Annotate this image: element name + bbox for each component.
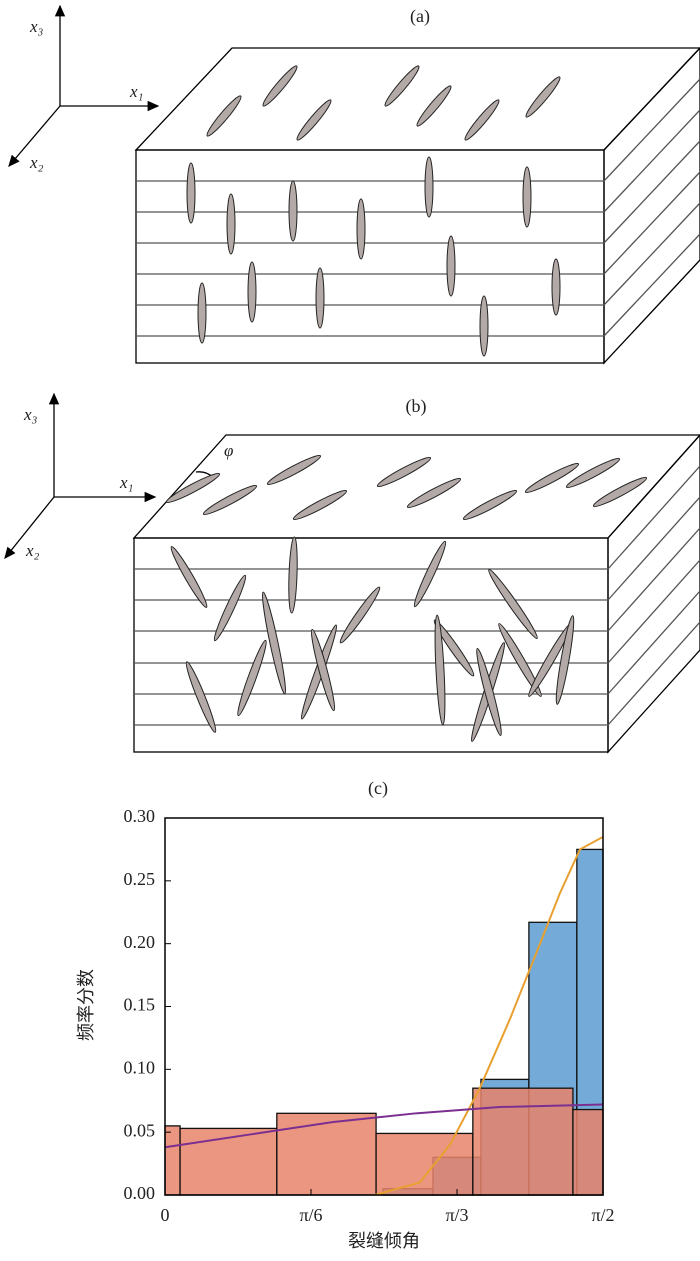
crack: [288, 180, 298, 242]
panel-b: [4, 392, 700, 754]
x-tick-label: π/6: [299, 1205, 322, 1225]
crack: [376, 456, 432, 488]
crack: [262, 65, 298, 107]
crack: [237, 639, 267, 717]
y-tick-label: 0.00: [124, 1183, 156, 1203]
crack: [555, 615, 575, 705]
bar: [276, 1112, 377, 1196]
bar: [164, 1125, 181, 1196]
x-tick-label: π/3: [445, 1205, 468, 1225]
layer-line: [607, 527, 700, 632]
crack: [185, 661, 217, 733]
x-tick-label: π/2: [591, 1205, 614, 1225]
chart-title: (c): [368, 778, 388, 799]
crack: [339, 586, 381, 644]
crack: [296, 99, 332, 141]
bar: [375, 1132, 474, 1196]
crack: [565, 457, 621, 489]
bar: [572, 1108, 604, 1196]
angle-label: φ: [224, 441, 233, 460]
box-front: [133, 537, 609, 753]
crack: [524, 462, 580, 494]
crack: [315, 267, 325, 329]
crack: [446, 235, 456, 297]
axis-label: x₂: [25, 541, 40, 560]
box-side: [603, 47, 700, 365]
crack: [464, 99, 500, 141]
crack: [292, 489, 348, 521]
y-tick-label: 0.15: [124, 995, 156, 1015]
layer-line: [607, 590, 700, 695]
crack: [406, 477, 462, 509]
crack: [165, 472, 221, 504]
crack: [206, 95, 242, 137]
crack: [170, 546, 208, 608]
y-axis-label: 频率分数: [76, 969, 96, 1041]
y-tick-label: 0.25: [124, 869, 156, 889]
box-top: [132, 434, 700, 539]
box-top: [134, 47, 700, 151]
panel-a: [8, 4, 700, 365]
layer-line: [603, 171, 700, 275]
layer-line: [603, 78, 700, 182]
crack: [202, 484, 258, 516]
box-front: [135, 149, 605, 364]
bar: [472, 1087, 574, 1196]
crack: [462, 489, 518, 521]
crack: [226, 193, 236, 255]
axis-label: x₃: [29, 17, 44, 36]
crack: [213, 574, 247, 642]
y-tick-label: 0.05: [124, 1120, 156, 1140]
fit-curve: [374, 835, 604, 1196]
axis-label: x₂: [29, 153, 44, 172]
crack: [479, 295, 489, 357]
crack: [416, 85, 452, 127]
crack: [424, 156, 434, 218]
crack: [266, 454, 322, 486]
layer-line: [607, 465, 700, 570]
x-tick-label: 0: [161, 1205, 170, 1225]
crack: [498, 623, 542, 697]
x-axis-label: 裂缝倾角: [348, 1231, 420, 1251]
fit-curve: [164, 1103, 604, 1149]
axis-arrow: [4, 496, 55, 560]
crack: [288, 536, 298, 614]
layer-line: [603, 140, 700, 244]
y-tick-label: 0.10: [124, 1057, 156, 1077]
crack: [551, 258, 561, 316]
crack: [434, 614, 446, 726]
box-side: [607, 434, 700, 754]
crack: [413, 540, 447, 608]
panel-label: (b): [406, 396, 427, 417]
crack: [592, 476, 648, 508]
crack: [525, 76, 561, 118]
layer-line: [607, 621, 700, 726]
crack: [262, 591, 286, 695]
crack: [186, 162, 196, 224]
crack: [476, 648, 502, 736]
axis-arrow: [8, 105, 61, 167]
y-tick-label: 0.20: [124, 932, 156, 952]
crack: [433, 619, 475, 677]
axis-label: x₃: [23, 405, 38, 424]
layer-line: [603, 233, 700, 337]
crack: [310, 628, 336, 712]
crack: [384, 65, 420, 107]
crack: [247, 261, 257, 323]
layer-line: [603, 109, 700, 213]
y-tick-label: 0.30: [124, 806, 156, 826]
plot: 0.00 0.05 0.10 0.15 0.20 0.25 0.30 0 π/6 π/3 π/2: [124, 806, 615, 1225]
crack: [197, 282, 207, 344]
crack: [356, 198, 366, 260]
layer-line: [607, 559, 700, 664]
layer-line: [607, 496, 700, 601]
panel-label: (a): [410, 6, 430, 27]
layer-line: [603, 202, 700, 306]
crack: [522, 166, 532, 228]
crack: [488, 569, 538, 639]
axis-label: x₁: [119, 473, 133, 492]
axis-label: x₁: [129, 82, 143, 101]
